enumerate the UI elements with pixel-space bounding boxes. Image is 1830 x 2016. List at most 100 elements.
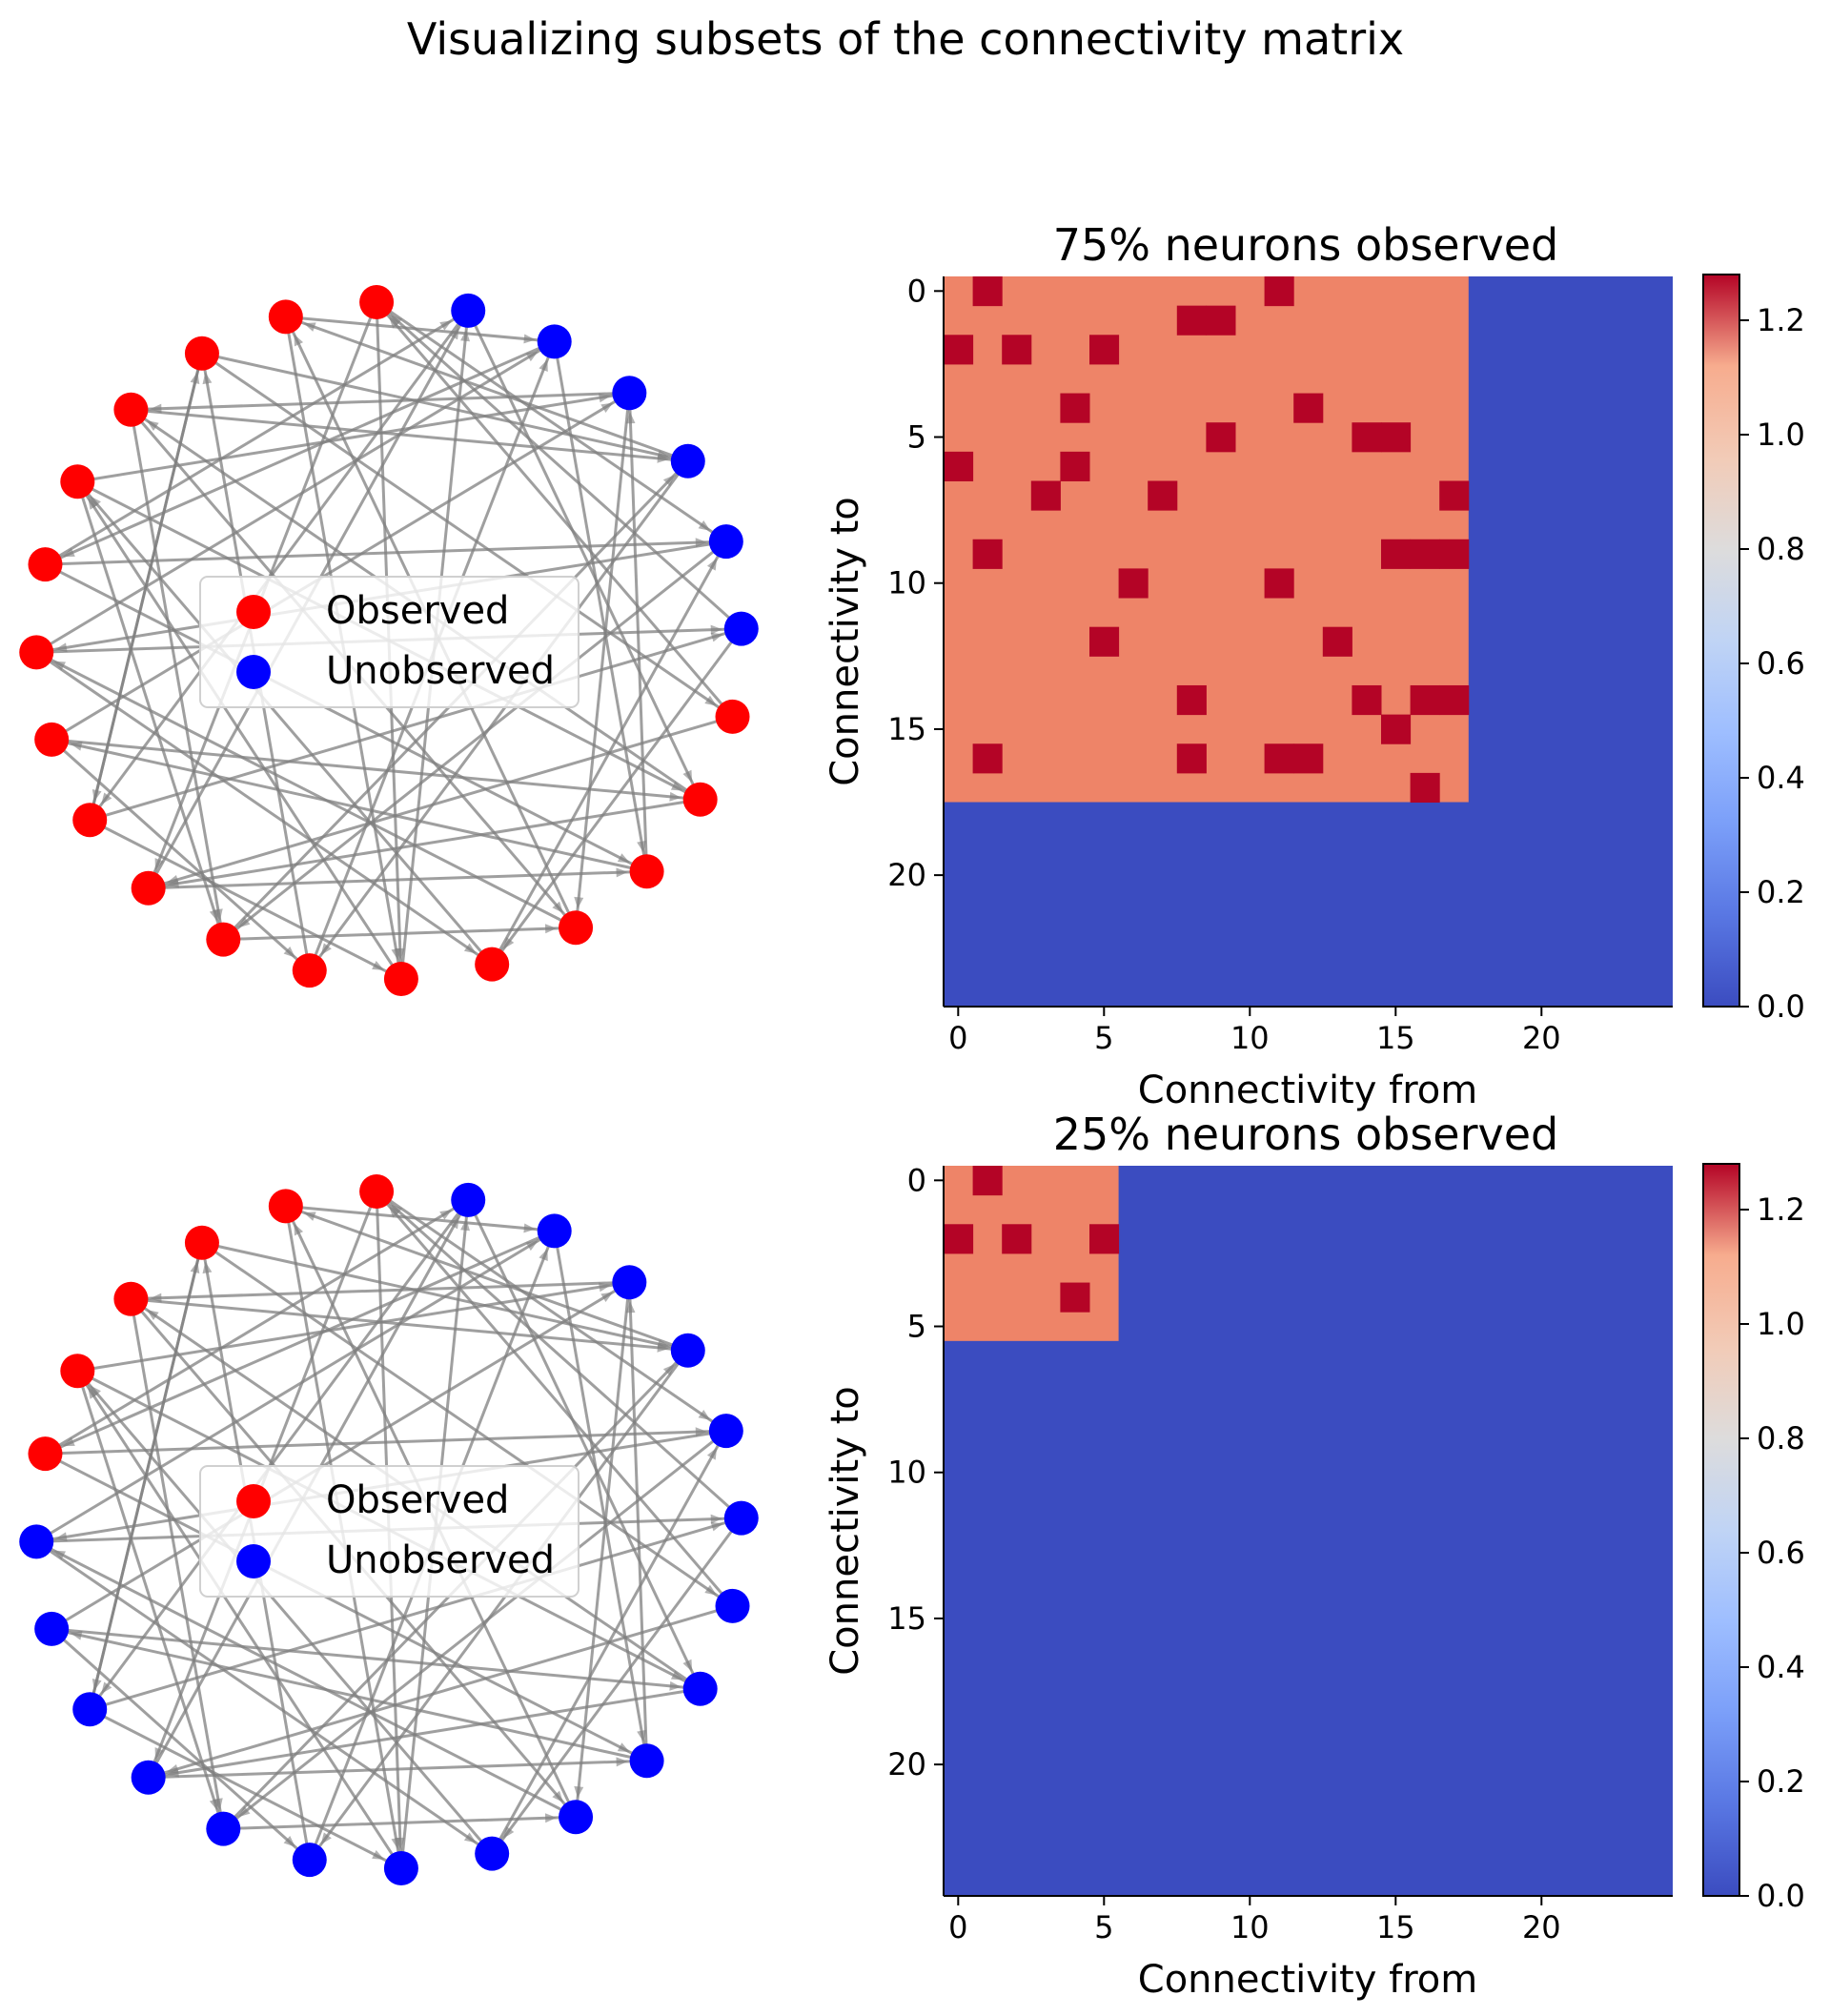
heatmap-cell	[944, 451, 974, 481]
y-tick-label: 5	[907, 1309, 926, 1345]
network-edge	[44, 340, 556, 566]
network-edge-arrow	[62, 547, 75, 558]
network-edge	[45, 1429, 726, 1456]
unobserved-node	[383, 1850, 418, 1885]
x-tick-label: 20	[1522, 1909, 1561, 1945]
network-edge	[89, 1707, 402, 1870]
unobserved-node	[19, 1524, 54, 1559]
network-edge-arrow	[600, 402, 614, 413]
network-edge-arrow	[695, 1427, 707, 1437]
network-edge-arrow	[637, 1729, 647, 1742]
observed-node	[28, 1436, 63, 1472]
colorbar-ticks: 0.0 0.2 0.4 0.6 0.8 1.0 1.2	[1739, 302, 1805, 1025]
network-edge	[89, 818, 402, 981]
heatmap-cell	[1148, 480, 1178, 511]
observed-node	[131, 870, 166, 906]
unobserved-node	[612, 376, 647, 411]
y-tick-label: 15	[887, 1600, 926, 1637]
network-edge	[51, 1627, 311, 1862]
network-edge-arrow	[237, 916, 251, 928]
heatmap-cell	[1439, 539, 1470, 569]
heatmap-cell	[1060, 1282, 1090, 1313]
y-axis-label: Connectivity to	[824, 1386, 867, 1676]
x-tick-label: 15	[1376, 1909, 1415, 1945]
network-edge-arrow	[539, 359, 548, 373]
network-edge	[35, 651, 577, 929]
x-tick-label: 0	[948, 1020, 967, 1056]
legend-observed-label: Observed	[326, 589, 509, 633]
network-edge	[89, 627, 742, 822]
network-edge-arrow	[150, 403, 162, 414]
y-tick-label: 0	[907, 273, 926, 309]
heatmap-cell	[1410, 539, 1440, 569]
unobserved-node	[723, 1500, 759, 1536]
observed-node	[19, 635, 54, 670]
network-edge-arrow	[150, 1293, 162, 1303]
heatmap-cell	[972, 1166, 1003, 1196]
observed-node	[268, 1189, 303, 1224]
network-edge-arrow	[294, 1223, 304, 1236]
network-edge	[148, 1604, 733, 1780]
heatmap-cell	[1089, 335, 1120, 365]
network-edge	[44, 562, 648, 873]
network-edge-arrow	[539, 1249, 548, 1262]
network-edge	[131, 1297, 688, 1353]
unobserved-node	[723, 611, 759, 646]
unobserved-node	[715, 1588, 750, 1623]
y-axis-label: Connectivity to	[824, 497, 867, 786]
network-edge-arrow	[698, 519, 711, 531]
network-edge	[376, 300, 742, 630]
network-edge	[129, 409, 225, 940]
x-axis-label: Connectivity from	[1138, 1958, 1477, 2002]
network-edge	[222, 540, 727, 941]
network-edge	[51, 738, 311, 972]
unobserved-node	[72, 1692, 108, 1727]
network-edge-arrow	[190, 1261, 200, 1274]
network-edge	[285, 315, 689, 463]
network-edge	[76, 480, 494, 966]
network-edge	[466, 310, 702, 801]
network-edge	[89, 1199, 470, 1711]
network-edge	[76, 1370, 494, 1855]
unobserved-node	[559, 1800, 594, 1835]
network-edge-arrow	[710, 632, 723, 642]
network-edge-arrow	[303, 322, 316, 332]
network-edge-arrow	[503, 937, 515, 949]
observed-node	[72, 803, 108, 838]
colorbar-gradient	[1702, 274, 1740, 1008]
heatmap-cells	[944, 1166, 1673, 1896]
network-edge-arrow	[574, 896, 584, 909]
network-edge	[89, 310, 470, 822]
network-edge-arrow	[167, 1767, 180, 1778]
heatmap-title: 25% neurons observed	[1053, 1109, 1559, 1160]
network-edge-arrow	[460, 1218, 471, 1232]
network-edge-arrow	[439, 320, 453, 331]
network-edge-arrow	[146, 420, 159, 431]
unobserved-node	[34, 1611, 70, 1646]
network-edge	[285, 315, 555, 343]
network-edge-arrow	[706, 558, 718, 571]
unobserved-node	[629, 1743, 664, 1779]
unobserved-node	[670, 443, 705, 479]
colorbar-tick-label: 0.4	[1757, 760, 1805, 796]
heatmap-cell	[1381, 539, 1412, 569]
network-edge	[148, 1687, 701, 1780]
network-edge-arrow	[662, 475, 675, 487]
heatmap-cell	[1089, 1224, 1120, 1254]
network-edge	[148, 715, 733, 890]
network-edge-arrow	[390, 315, 403, 327]
network-edge-arrow	[389, 1206, 400, 1218]
legend-25: Observed Unobserved	[199, 1465, 580, 1598]
legend-observed-marker	[236, 595, 271, 629]
network-edge-arrow	[523, 1223, 536, 1233]
network-edge-arrow	[616, 867, 628, 878]
heatmap-cell	[1030, 480, 1061, 511]
network-edge-arrow	[439, 1210, 453, 1220]
network-nodes	[19, 1174, 759, 1885]
network-edge-arrow	[710, 1521, 723, 1532]
colorbar-tick-label: 1.0	[1757, 417, 1805, 453]
colorbar-tick-label: 0.2	[1757, 1763, 1805, 1800]
x-tick-label: 10	[1230, 1020, 1270, 1056]
heatmap-cell	[1206, 422, 1236, 453]
heatmap-cell	[1293, 393, 1324, 423]
